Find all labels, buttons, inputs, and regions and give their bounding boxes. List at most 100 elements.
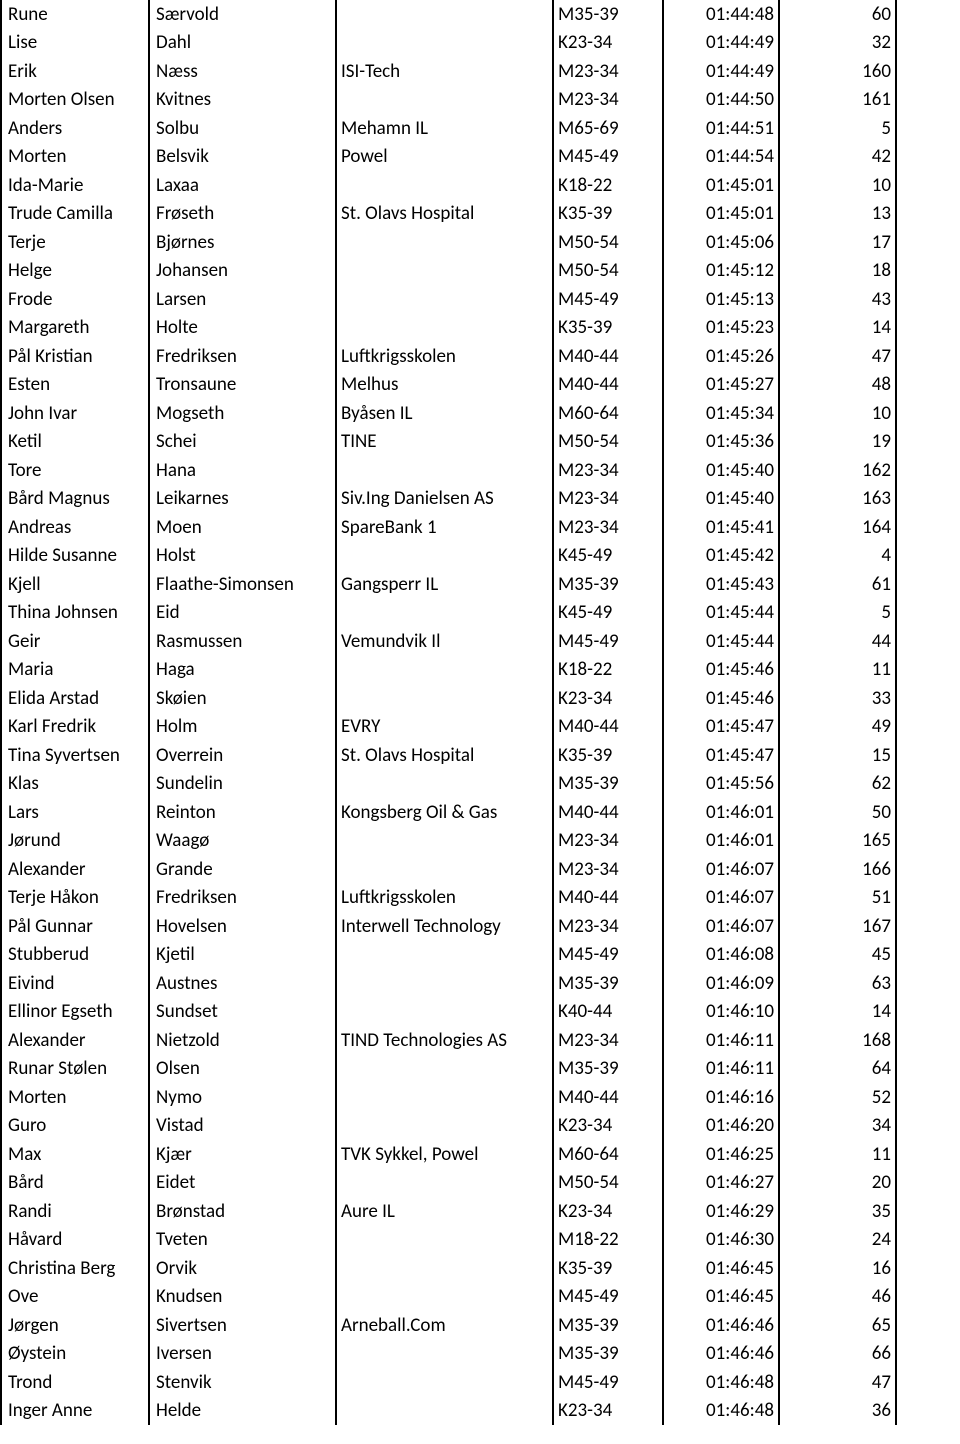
last-name-cell: Knudsen bbox=[149, 1283, 336, 1312]
last-name-cell: Nietzold bbox=[149, 1026, 336, 1055]
club-cell: TVK Sykkel, Powel bbox=[336, 1140, 553, 1169]
time-cell: 01:46:16 bbox=[663, 1083, 779, 1112]
class-rank-cell: 14 bbox=[779, 998, 896, 1027]
table-row: ToreHanaM23-3401:45:40162466 bbox=[1, 456, 960, 485]
last-name-cell: Laxaa bbox=[149, 171, 336, 200]
club-cell bbox=[336, 456, 553, 485]
first-name-cell: Christina Berg bbox=[1, 1254, 149, 1283]
table-row: GeirRasmussenVemundvik IlM45-4901:45:444… bbox=[1, 627, 960, 656]
first-name-cell: Pål Kristian bbox=[1, 342, 149, 371]
overall-rank-cell: 485 bbox=[896, 998, 960, 1027]
last-name-cell: Schei bbox=[149, 428, 336, 457]
first-name-cell: Ida-Marie bbox=[1, 171, 149, 200]
club-cell bbox=[336, 257, 553, 286]
time-cell: 01:44:51 bbox=[663, 114, 779, 143]
first-name-cell: Håvard bbox=[1, 1226, 149, 1255]
first-name-cell: Maria bbox=[1, 656, 149, 685]
club-cell bbox=[336, 542, 553, 571]
first-name-cell: Max bbox=[1, 1140, 149, 1169]
club-cell bbox=[336, 969, 553, 998]
last-name-cell: Dahl bbox=[149, 29, 336, 58]
time-cell: 01:46:48 bbox=[663, 1368, 779, 1397]
class-rank-cell: 60 bbox=[779, 0, 896, 29]
time-cell: 01:46:01 bbox=[663, 827, 779, 856]
club-cell bbox=[336, 656, 553, 685]
table-row: FrodeLarsenM45-4901:45:1343460 bbox=[1, 285, 960, 314]
first-name-cell: Stubberud bbox=[1, 941, 149, 970]
time-cell: 01:46:45 bbox=[663, 1254, 779, 1283]
table-row: MaxKjærTVK Sykkel, PowelM60-6401:46:2511… bbox=[1, 1140, 960, 1169]
class-rank-cell: 168 bbox=[779, 1026, 896, 1055]
class-rank-cell: 24 bbox=[779, 1226, 896, 1255]
time-cell: 01:45:40 bbox=[663, 485, 779, 514]
category-cell: M35-39 bbox=[553, 969, 663, 998]
class-rank-cell: 48 bbox=[779, 371, 896, 400]
class-rank-cell: 64 bbox=[779, 1055, 896, 1084]
overall-rank-cell: 479 bbox=[896, 827, 960, 856]
club-cell bbox=[336, 314, 553, 343]
overall-rank-cell: 456 bbox=[896, 171, 960, 200]
category-cell: K40-44 bbox=[553, 998, 663, 1027]
class-rank-cell: 66 bbox=[779, 1340, 896, 1369]
last-name-cell: Orvik bbox=[149, 1254, 336, 1283]
time-cell: 01:45:34 bbox=[663, 399, 779, 428]
club-cell: SpareBank 1 bbox=[336, 513, 553, 542]
overall-rank-cell: 460 bbox=[896, 285, 960, 314]
club-cell bbox=[336, 855, 553, 884]
category-cell: M45-49 bbox=[553, 627, 663, 656]
class-rank-cell: 45 bbox=[779, 941, 896, 970]
overall-rank-cell: 453 bbox=[896, 86, 960, 115]
class-rank-cell: 163 bbox=[779, 485, 896, 514]
overall-rank-cell: 466 bbox=[896, 456, 960, 485]
overall-rank-cell: 481 bbox=[896, 884, 960, 913]
overall-rank-cell: 467 bbox=[896, 485, 960, 514]
time-cell: 01:45:13 bbox=[663, 285, 779, 314]
time-cell: 01:45:26 bbox=[663, 342, 779, 371]
overall-rank-cell: 488 bbox=[896, 1083, 960, 1112]
table-row: AlexanderNietzoldTIND Technologies ASM23… bbox=[1, 1026, 960, 1055]
table-row: Runar StølenOlsenM35-3901:46:1164487 bbox=[1, 1055, 960, 1084]
overall-rank-cell: 474 bbox=[896, 684, 960, 713]
class-rank-cell: 164 bbox=[779, 513, 896, 542]
class-rank-cell: 10 bbox=[779, 171, 896, 200]
time-cell: 01:46:11 bbox=[663, 1026, 779, 1055]
time-cell: 01:45:36 bbox=[663, 428, 779, 457]
last-name-cell: Iversen bbox=[149, 1340, 336, 1369]
category-cell: M23-34 bbox=[553, 1026, 663, 1055]
class-rank-cell: 33 bbox=[779, 684, 896, 713]
overall-rank-cell: 465 bbox=[896, 428, 960, 457]
table-row: ØysteinIversenM35-3901:46:4666497 bbox=[1, 1340, 960, 1369]
time-cell: 01:45:01 bbox=[663, 200, 779, 229]
table-row: Elida ArstadSkøienK23-3401:45:4633474 bbox=[1, 684, 960, 713]
table-row: Pål KristianFredriksenLuftkrigsskolenM40… bbox=[1, 342, 960, 371]
last-name-cell: Reinton bbox=[149, 798, 336, 827]
time-cell: 01:46:29 bbox=[663, 1197, 779, 1226]
time-cell: 01:45:40 bbox=[663, 456, 779, 485]
club-cell bbox=[336, 171, 553, 200]
first-name-cell: Ketil bbox=[1, 428, 149, 457]
table-row: Bård MagnusLeikarnesSiv.Ing Danielsen AS… bbox=[1, 485, 960, 514]
class-rank-cell: 65 bbox=[779, 1311, 896, 1340]
first-name-cell: Erik bbox=[1, 57, 149, 86]
overall-rank-cell: 463 bbox=[896, 371, 960, 400]
category-cell: K23-34 bbox=[553, 29, 663, 58]
table-row: KlasSundelinM35-3901:45:5662477 bbox=[1, 770, 960, 799]
time-cell: 01:45:12 bbox=[663, 257, 779, 286]
club-cell bbox=[336, 827, 553, 856]
first-name-cell: Hilde Susanne bbox=[1, 542, 149, 571]
category-cell: M45-49 bbox=[553, 1368, 663, 1397]
table-row: MargarethHolteK35-3901:45:2314461 bbox=[1, 314, 960, 343]
category-cell: K45-49 bbox=[553, 542, 663, 571]
last-name-cell: Eid bbox=[149, 599, 336, 628]
category-cell: K35-39 bbox=[553, 741, 663, 770]
last-name-cell: Leikarnes bbox=[149, 485, 336, 514]
overall-rank-cell: 490 bbox=[896, 1140, 960, 1169]
last-name-cell: Næss bbox=[149, 57, 336, 86]
overall-rank-cell: 464 bbox=[896, 399, 960, 428]
last-name-cell: Hana bbox=[149, 456, 336, 485]
class-rank-cell: 160 bbox=[779, 57, 896, 86]
last-name-cell: Holm bbox=[149, 713, 336, 742]
club-cell bbox=[336, 1397, 553, 1426]
time-cell: 01:45:23 bbox=[663, 314, 779, 343]
overall-rank-cell: 471 bbox=[896, 599, 960, 628]
